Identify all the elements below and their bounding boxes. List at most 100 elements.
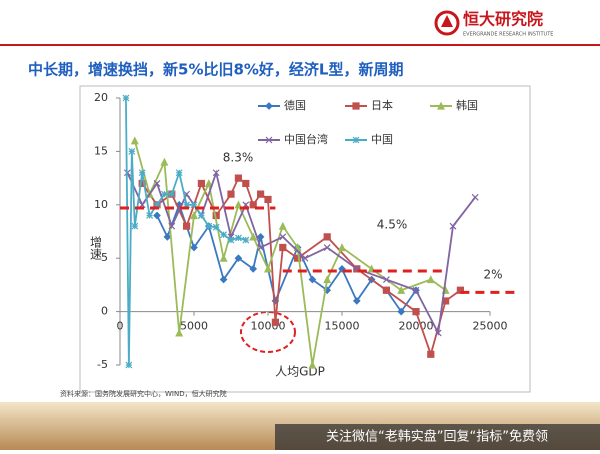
point	[352, 297, 361, 305]
point	[153, 211, 161, 220]
point	[204, 179, 213, 188]
y-axis-label: 增速	[89, 236, 103, 260]
point	[122, 94, 130, 102]
annotation: 4.5%	[377, 218, 408, 232]
point	[242, 179, 250, 188]
point	[168, 222, 176, 230]
point	[249, 265, 258, 273]
point	[278, 221, 287, 230]
legend-label: 中国台湾	[284, 132, 328, 146]
point	[227, 190, 235, 198]
point	[197, 179, 205, 188]
point	[412, 308, 420, 316]
point	[197, 212, 205, 219]
point	[382, 286, 390, 294]
point	[242, 236, 250, 244]
point	[163, 232, 172, 241]
point	[146, 212, 154, 219]
x-tick-label: 25000	[473, 320, 508, 333]
point	[168, 190, 176, 198]
point	[130, 136, 139, 145]
point	[153, 180, 161, 187]
logo-icon	[434, 10, 460, 36]
point	[471, 193, 479, 201]
legend-label: 德国	[284, 98, 306, 112]
point	[257, 244, 265, 251]
point	[323, 233, 331, 241]
point	[183, 201, 191, 209]
point	[437, 101, 445, 110]
point	[256, 232, 265, 241]
point	[264, 264, 272, 273]
x-tick-label: 0	[117, 320, 124, 333]
legend-label: 日本	[371, 98, 393, 112]
point	[264, 195, 272, 204]
y-tick-label: 10	[94, 198, 108, 211]
point	[308, 360, 317, 369]
plot: -5 0 5 10 15 20 0 5000 10000 15000 20000 25000 德国 日本 韩…	[94, 91, 520, 371]
point	[138, 169, 146, 177]
y-tick-label: 20	[94, 91, 108, 104]
x-tick-label: 5000	[180, 320, 208, 333]
point	[234, 200, 243, 209]
point	[131, 222, 139, 230]
point	[128, 147, 136, 155]
point	[257, 190, 265, 198]
legend-label: 韩国	[456, 98, 478, 112]
point	[219, 253, 228, 262]
point	[183, 222, 191, 230]
point	[234, 234, 242, 242]
annotation: 8.3%	[223, 151, 254, 165]
point	[426, 275, 435, 284]
point	[301, 254, 309, 262]
point	[397, 285, 406, 294]
point	[160, 190, 168, 198]
x-tick-label: 15000	[325, 320, 360, 333]
slide-title: 中长期，增速换挡，新5%比旧8%好，经济L型，新周期	[28, 61, 404, 79]
logo-icon	[441, 15, 453, 27]
point	[249, 232, 258, 241]
point	[212, 169, 220, 177]
point	[227, 236, 235, 244]
point	[279, 233, 287, 241]
point	[397, 307, 406, 316]
point	[449, 222, 457, 230]
logo-subtitle: EVERGRANDE RESEARCH INSTITUTE	[463, 32, 553, 38]
point	[175, 328, 184, 337]
annotation: 2%	[483, 268, 502, 282]
point	[323, 244, 331, 251]
point	[175, 169, 183, 177]
point	[160, 157, 169, 166]
point	[190, 211, 198, 220]
point	[338, 243, 346, 252]
point	[308, 275, 317, 284]
point	[323, 275, 332, 284]
point	[279, 243, 287, 252]
banner-text: 关注微信“老韩实盘”回复“指标”免费领	[326, 429, 548, 445]
point	[265, 102, 273, 110]
point	[190, 201, 198, 209]
point	[352, 102, 360, 110]
y-tick-label: -5	[97, 358, 108, 371]
point	[125, 361, 133, 369]
point	[153, 201, 161, 209]
y-tick-label: 0	[101, 305, 108, 318]
point	[205, 222, 213, 230]
point	[212, 223, 220, 231]
highlight-circle	[240, 311, 296, 353]
x-axis-label: 人均GDP	[275, 365, 325, 379]
point	[427, 350, 435, 358]
point	[412, 286, 420, 294]
banner-bg	[275, 424, 600, 450]
point	[234, 174, 242, 182]
source-note: 资料来源：国务院发展研究中心，WIND，恒大研究院	[60, 389, 227, 398]
point	[382, 276, 390, 283]
point	[352, 136, 360, 144]
series-layer	[122, 94, 479, 369]
point	[220, 231, 228, 239]
x-tick-label: 10000	[251, 320, 286, 333]
point	[271, 318, 279, 326]
y-tick-label: 15	[94, 144, 108, 157]
chart-frame	[79, 85, 531, 393]
